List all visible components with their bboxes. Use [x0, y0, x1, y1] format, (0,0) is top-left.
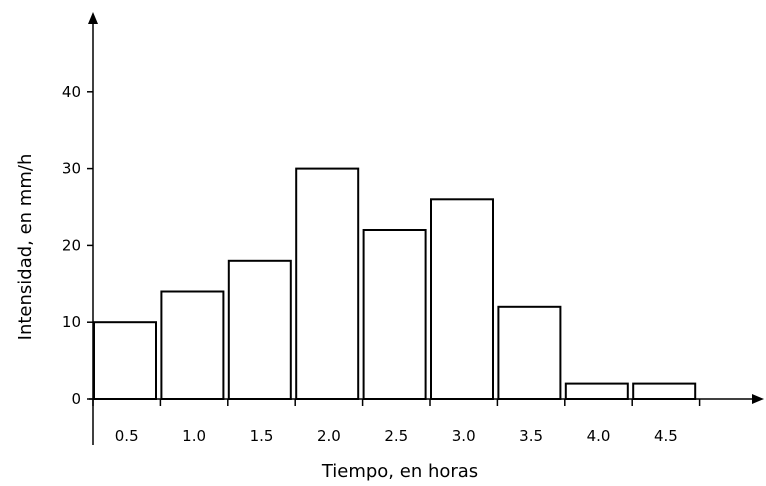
- bar-2.0: [295, 167, 360, 400]
- bars-layer: [93, 167, 697, 401]
- bar-3.0: [430, 198, 494, 400]
- x-tick-label-1.5: 1.5: [250, 427, 274, 445]
- x-tick-label-4.0: 4.0: [587, 427, 611, 445]
- axes-layer: [88, 12, 764, 445]
- bar-1.5: [227, 259, 292, 400]
- x-tick-label-2.5: 2.5: [384, 427, 408, 445]
- y-axis-arrow-icon: [88, 12, 98, 24]
- ticks-layer: [87, 91, 701, 406]
- bar-3.5: [497, 305, 562, 400]
- bar-4.0: [564, 382, 629, 401]
- y-tick-label-30: 30: [62, 160, 81, 178]
- bar-4.5: [632, 382, 697, 401]
- x-axis-arrow-icon: [752, 394, 764, 404]
- x-tick-label-1.0: 1.0: [182, 427, 206, 445]
- bar-1.0: [160, 290, 225, 400]
- bar-2.5: [362, 229, 427, 400]
- bar-0.5: [93, 321, 157, 401]
- x-tick-label-4.5: 4.5: [654, 427, 678, 445]
- labels-layer: 0 10 20 30 40 0.5 1.0 1.5 2.0 2.5 3.0 3.5 4.0 4.5: [62, 83, 678, 445]
- y-tick-label-40: 40: [62, 83, 81, 101]
- y-axis-title: Intensidad, en mm/h: [15, 154, 36, 341]
- x-axis-title: Tiempo, en horas: [321, 461, 478, 482]
- y-tick-label-10: 10: [62, 313, 81, 331]
- y-tick-label-20: 20: [62, 236, 81, 254]
- x-tick-label-3.5: 3.5: [519, 427, 543, 445]
- x-tick-label-0.5: 0.5: [115, 427, 139, 445]
- y-tick-label-0: 0: [71, 390, 81, 408]
- x-tick-label-2.0: 2.0: [317, 427, 341, 445]
- x-tick-label-3.0: 3.0: [452, 427, 476, 445]
